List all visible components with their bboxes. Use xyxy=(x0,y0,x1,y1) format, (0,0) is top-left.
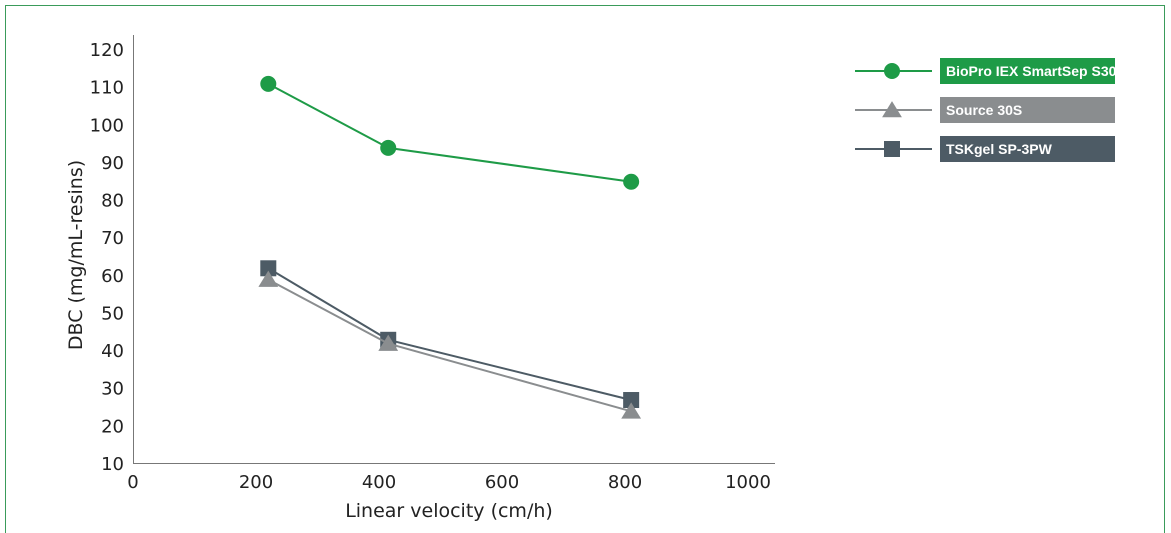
y-tick-label: 30 xyxy=(101,379,124,400)
y-tick-label: 40 xyxy=(101,341,124,362)
y-tick-label: 70 xyxy=(101,228,124,249)
legend-marker xyxy=(884,141,900,157)
legend-marker xyxy=(882,101,902,118)
legend-label: Source 30S xyxy=(946,102,1022,118)
series-line xyxy=(267,278,632,413)
series-layer xyxy=(258,75,642,419)
y-tick-label: 20 xyxy=(101,416,124,437)
x-tick-label: 200 xyxy=(239,472,273,493)
legend-label-box xyxy=(940,136,1115,162)
legend: BioPro IEX SmartSep S30 Source 30S TSKgel … xyxy=(855,58,1117,162)
data-point xyxy=(378,334,399,351)
legend-label: BioPro IEX SmartSep S30 xyxy=(946,63,1117,79)
series-line xyxy=(267,267,632,401)
y-tick-label: 50 xyxy=(101,303,124,324)
y-tick-label: 10 xyxy=(101,454,124,475)
legend-label-box xyxy=(940,97,1115,123)
data-point xyxy=(621,402,642,419)
y-axis-title: DBC (mg/mL-resins) xyxy=(65,160,87,350)
legend-item: Source 30S xyxy=(855,97,1115,123)
x-tick-label: 800 xyxy=(608,472,642,493)
series-0 xyxy=(260,75,640,190)
data-point xyxy=(258,270,279,287)
y-tick-label: 100 xyxy=(90,115,124,136)
y-tick-labels: 10 20 30 40 50 60 70 80 90 100 110 120 xyxy=(90,40,124,475)
x-tick-labels: 0 200 400 600 800 1000 xyxy=(127,472,771,493)
legend-item: TSKgel SP-3PW xyxy=(855,136,1115,162)
legend-label-box xyxy=(940,58,1115,84)
series-2 xyxy=(260,260,640,409)
x-tick-label: 400 xyxy=(362,472,396,493)
legend-marker xyxy=(884,63,900,79)
data-point xyxy=(260,75,277,92)
data-point xyxy=(623,392,640,409)
data-point xyxy=(260,260,277,277)
y-tick-label: 60 xyxy=(101,266,124,287)
y-tick-label: 120 xyxy=(90,40,124,61)
data-point xyxy=(380,139,397,156)
x-axis-title: Linear velocity (cm/h) xyxy=(345,500,553,522)
x-tick-label: 1000 xyxy=(725,472,771,493)
data-point xyxy=(623,173,640,190)
y-tick-label: 90 xyxy=(101,153,124,174)
y-tick-label: 110 xyxy=(90,78,124,99)
x-tick-label: 0 xyxy=(127,472,138,493)
series-1 xyxy=(258,270,642,419)
legend-label: TSKgel SP-3PW xyxy=(946,141,1053,157)
x-tick-label: 600 xyxy=(485,472,519,493)
legend-item: BioPro IEX SmartSep S30 xyxy=(855,58,1117,84)
y-tick-label: 80 xyxy=(101,191,124,212)
chart-frame xyxy=(5,5,1165,533)
series-line xyxy=(267,82,632,183)
